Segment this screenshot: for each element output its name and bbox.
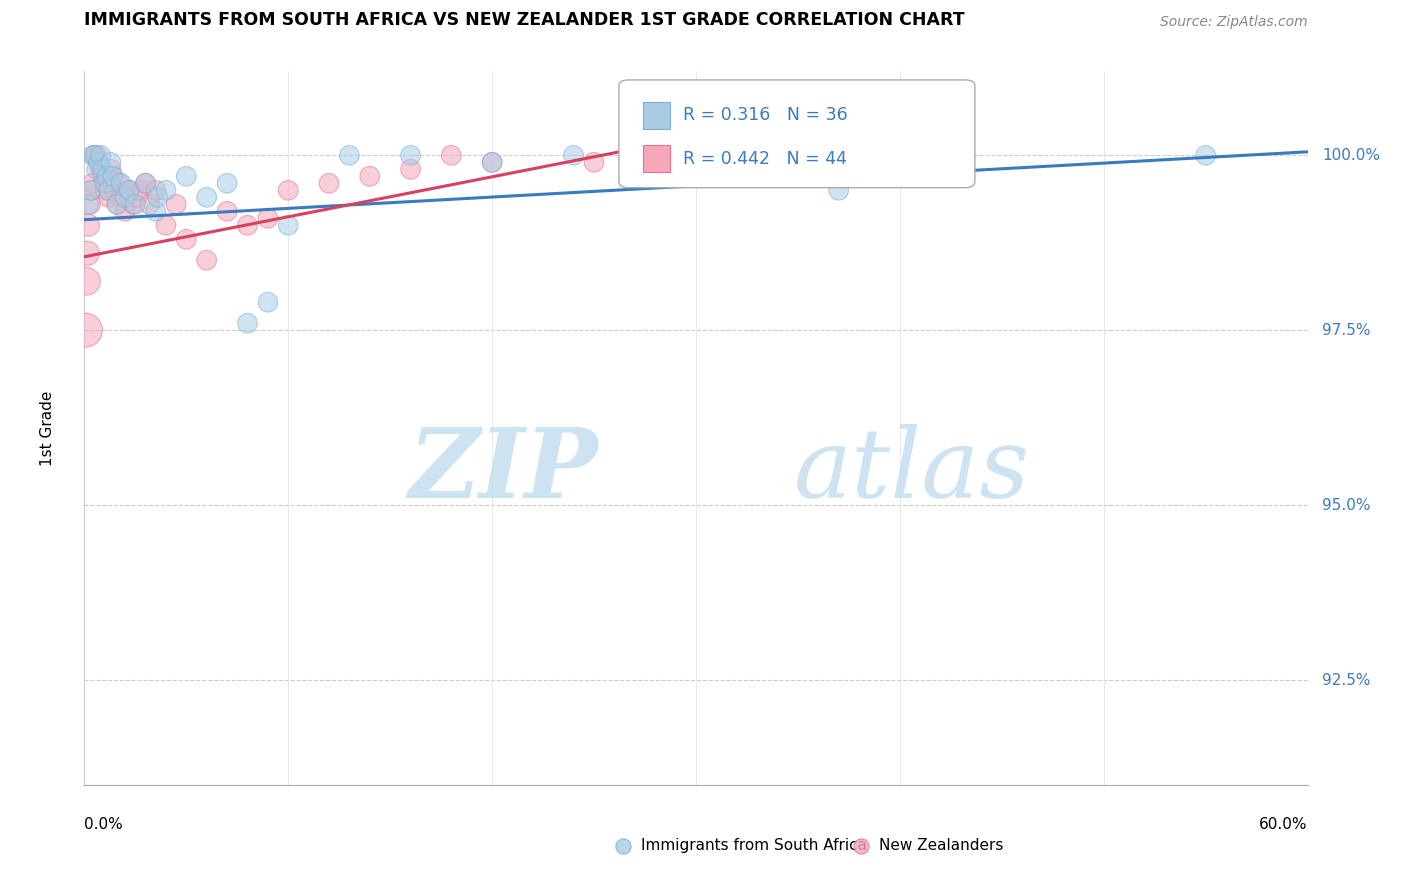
Text: ZIP: ZIP <box>409 424 598 518</box>
Point <box>155 183 177 197</box>
Point <box>97 183 120 197</box>
Point <box>91 162 114 177</box>
Point <box>87 155 110 169</box>
Point <box>122 197 145 211</box>
Point <box>77 219 100 233</box>
Point <box>481 155 503 169</box>
Point <box>75 274 97 288</box>
Point <box>97 190 120 204</box>
Point <box>110 190 132 204</box>
Text: 92.5%: 92.5% <box>1322 673 1371 688</box>
Point <box>91 169 114 184</box>
Point <box>685 162 707 177</box>
Point <box>217 204 239 219</box>
Point <box>624 148 647 162</box>
Point <box>83 148 105 162</box>
Point <box>257 211 280 226</box>
Point <box>79 197 101 211</box>
Point <box>131 183 153 197</box>
Point <box>118 183 141 197</box>
Point <box>96 169 118 184</box>
Point <box>217 176 239 190</box>
Text: 97.5%: 97.5% <box>1322 323 1371 338</box>
Text: R = 0.442   N = 44: R = 0.442 N = 44 <box>682 150 846 168</box>
Point <box>76 246 98 260</box>
Point <box>1195 148 1218 162</box>
Point <box>124 197 146 211</box>
Point <box>86 148 108 162</box>
Point <box>83 148 105 162</box>
Text: IMMIGRANTS FROM SOUTH AFRICA VS NEW ZEALANDER 1ST GRADE CORRELATION CHART: IMMIGRANTS FROM SOUTH AFRICA VS NEW ZEAL… <box>84 11 965 29</box>
Text: 1st Grade: 1st Grade <box>41 391 55 466</box>
Point <box>339 148 361 162</box>
Point <box>93 183 115 197</box>
Point <box>145 204 167 219</box>
Point <box>277 219 299 233</box>
Text: Immigrants from South Africa: Immigrants from South Africa <box>641 838 868 853</box>
Text: 100.0%: 100.0% <box>1322 148 1381 163</box>
Point <box>90 148 112 162</box>
Point <box>195 253 218 268</box>
Point <box>685 148 707 162</box>
Point <box>108 176 131 190</box>
Text: New Zealanders: New Zealanders <box>880 838 1004 853</box>
Point <box>236 219 259 233</box>
Point <box>138 197 160 211</box>
Point <box>359 169 381 184</box>
FancyBboxPatch shape <box>619 80 974 187</box>
Point <box>77 197 100 211</box>
Point <box>110 176 132 190</box>
Point <box>165 197 187 211</box>
Point <box>257 295 280 310</box>
Point <box>399 162 422 177</box>
Point <box>75 323 97 337</box>
Point <box>135 176 157 190</box>
Text: Source: ZipAtlas.com: Source: ZipAtlas.com <box>1160 14 1308 29</box>
Text: R = 0.316   N = 36: R = 0.316 N = 36 <box>682 106 848 124</box>
Point <box>93 176 115 190</box>
Point <box>79 183 101 197</box>
Point <box>80 183 103 197</box>
Point <box>105 197 128 211</box>
FancyBboxPatch shape <box>644 102 671 129</box>
Point <box>481 155 503 169</box>
Point <box>100 162 122 177</box>
Point <box>828 183 851 197</box>
Text: atlas: atlas <box>794 424 1031 518</box>
Point <box>174 169 197 184</box>
Point <box>118 183 141 197</box>
Point <box>87 155 110 169</box>
Point <box>114 204 136 219</box>
Point <box>82 176 104 190</box>
Point <box>101 169 124 184</box>
Point <box>318 176 340 190</box>
Point <box>82 148 104 162</box>
Point <box>127 190 149 204</box>
Point <box>105 197 128 211</box>
Point <box>101 169 124 184</box>
Point <box>100 155 122 169</box>
Point <box>399 148 422 162</box>
Point <box>195 190 218 204</box>
Point <box>562 148 585 162</box>
Point <box>155 219 177 233</box>
Point <box>135 176 157 190</box>
Point <box>86 162 108 177</box>
Point <box>104 183 127 197</box>
Text: 95.0%: 95.0% <box>1322 498 1371 513</box>
Point <box>145 183 167 197</box>
Point <box>96 176 118 190</box>
Point <box>90 162 112 177</box>
Point <box>440 148 463 162</box>
Point <box>174 232 197 246</box>
Point <box>236 316 259 330</box>
Point <box>114 190 136 204</box>
Point <box>583 155 606 169</box>
Point <box>277 183 299 197</box>
Text: 0.0%: 0.0% <box>84 817 124 832</box>
FancyBboxPatch shape <box>644 145 671 172</box>
Point <box>146 190 169 204</box>
Text: 60.0%: 60.0% <box>1260 817 1308 832</box>
